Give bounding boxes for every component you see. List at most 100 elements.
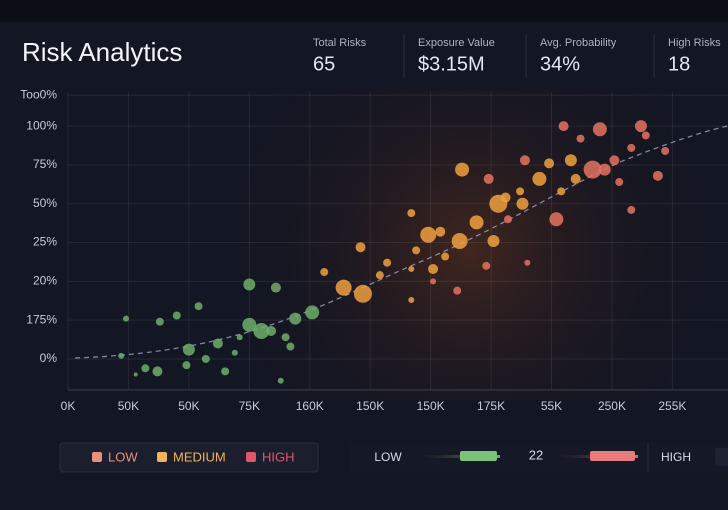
x-tick-label: 75K (239, 399, 260, 413)
scatter-point (516, 197, 529, 210)
kpi-label: Avg. Probability (540, 37, 617, 49)
scatter-point (375, 271, 384, 280)
scatter-point (583, 160, 602, 179)
scatter-point (504, 215, 512, 224)
x-tick-label: 250K (598, 399, 626, 413)
scatter-point (182, 343, 195, 356)
scatter-point (627, 205, 636, 214)
kpi-label: Exposure Value (418, 37, 495, 49)
low-slider-handle[interactable] (460, 451, 497, 461)
high-slider-handle[interactable] (590, 451, 635, 461)
scatter-point (412, 246, 421, 255)
x-tick-label: 255K (658, 399, 686, 413)
scatter-point (558, 121, 569, 132)
top-bar (0, 0, 728, 22)
scatter-point (123, 315, 130, 322)
y-tick-label: 175% (26, 312, 57, 326)
y-tick-label: Too0% (20, 87, 57, 101)
scatter-point (634, 120, 647, 133)
legend-swatch (157, 452, 167, 462)
scatter-point (231, 349, 238, 356)
scatter-point (320, 268, 329, 277)
y-tick-label: 50% (33, 196, 57, 210)
scatter-point (335, 279, 352, 296)
kpi-value: 34% (540, 53, 580, 75)
scatter-point (236, 334, 243, 341)
scatter-point (353, 284, 372, 303)
filter-button[interactable] (715, 448, 728, 466)
y-tick-label: 0% (40, 351, 58, 365)
scatter-point (277, 377, 284, 384)
scatter-point (451, 233, 468, 249)
scatter-point (487, 235, 500, 247)
scatter-point (420, 226, 437, 243)
scatter-point (266, 326, 277, 337)
scatter-point (286, 342, 295, 351)
x-tick-label: 50K (118, 399, 139, 413)
legend-label: HIGH (262, 449, 295, 464)
scatter-point (524, 259, 531, 266)
scatter-point (408, 265, 415, 272)
scatter-point (194, 302, 203, 311)
scatter-point (355, 242, 366, 253)
scatter-point (570, 173, 581, 184)
y-tick-label: 75% (33, 157, 57, 171)
kpi-value: 18 (668, 53, 690, 75)
scatter-chart: 0% 175% 20% 25% 50% 75% 100% Too0% 0K 50K 50K 75K 16… (20, 87, 728, 413)
scatter-point (118, 352, 125, 359)
chart-glow (60, 90, 728, 400)
scatter-point (172, 311, 181, 320)
x-tick-label: 160K (296, 399, 324, 413)
scatter-point (242, 317, 257, 332)
low-slider-track[interactable] (418, 455, 500, 458)
scatter-point (441, 252, 450, 261)
scatter-point (152, 366, 163, 377)
legend-box (59, 442, 319, 473)
kpi-value: 65 (313, 53, 335, 75)
scatter-point (408, 296, 415, 303)
kpi-value: $3.15M (418, 53, 485, 75)
range-filter[interactable]: LOW 22 HIGH (350, 443, 728, 472)
y-tick-label: 25% (33, 235, 57, 249)
x-tick-label: 175K (477, 399, 505, 413)
scatter-point (549, 212, 564, 227)
scatter-point (576, 134, 585, 143)
y-tick-label: 100% (26, 118, 57, 132)
x-tick-label: 0K (61, 399, 76, 413)
scatter-point (212, 338, 223, 349)
scatter-point (544, 158, 555, 169)
x-tick-label: 150K (417, 399, 445, 413)
scatter-point (652, 170, 663, 181)
scatter-point (221, 367, 230, 376)
x-tick-label: 50K (178, 399, 199, 413)
scatter-point (516, 187, 525, 196)
scatter-point (428, 263, 439, 274)
scatter-point (609, 155, 620, 166)
scatter-point (243, 278, 256, 291)
scatter-point (627, 143, 636, 152)
scatter-point (435, 226, 446, 237)
filter-high-label: HIGH (661, 450, 691, 464)
trend-line (74, 125, 728, 359)
scatter-point (519, 155, 530, 166)
legend-label: LOW (108, 449, 138, 464)
scatter-point (141, 364, 150, 373)
scatter-point (500, 192, 511, 203)
x-tick-label: 150K (356, 399, 384, 413)
y-tick-label: 20% (33, 274, 57, 288)
scatter-point (383, 258, 392, 267)
scatter-point (483, 173, 494, 184)
scatter-point (133, 372, 138, 377)
filter-count: 22 (529, 447, 543, 462)
legend-label: MEDIUM (173, 449, 226, 464)
scatter-point (564, 154, 577, 167)
scatter-point (270, 282, 281, 293)
scatter-point (592, 122, 607, 137)
scatter-point (289, 312, 302, 325)
filter-bg (350, 443, 728, 472)
scatter-point (430, 278, 437, 285)
scatter-point (253, 323, 270, 340)
scatter-point (557, 187, 566, 196)
